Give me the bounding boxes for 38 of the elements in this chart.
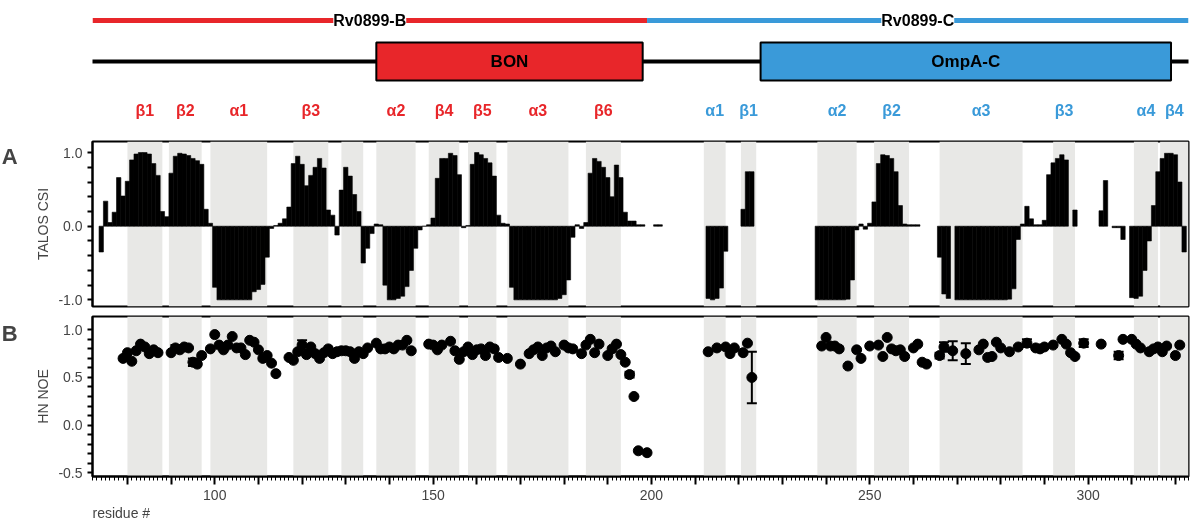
y-tick-label: -0.5	[58, 464, 83, 481]
band-label: α4	[1136, 102, 1156, 119]
band-label: β1	[739, 102, 759, 119]
y-tick-label: 1.0	[63, 321, 83, 338]
chart-title: A	[1, 143, 18, 169]
band-label: β6	[594, 102, 613, 119]
band-label: α2	[827, 102, 847, 119]
text: Rv0899-C	[881, 12, 955, 29]
chart-title: B	[1, 320, 18, 346]
x-tick-label: 250	[858, 486, 882, 503]
y-axis-title: HN NOE	[35, 369, 52, 424]
band-label: β2	[882, 102, 902, 119]
band-label: α2	[386, 102, 406, 119]
y-tick-label: 0.0	[63, 417, 83, 434]
y-tick-label: 0.5	[63, 369, 83, 386]
band-label: β1	[135, 102, 155, 119]
text: OmpA-C	[931, 52, 1001, 71]
y-tick-label: -1.0	[58, 291, 83, 308]
y-tick-label: 0.0	[63, 218, 83, 235]
band-label: α3	[528, 102, 548, 119]
text: Rv0899-B	[333, 12, 407, 29]
band-label: α1	[229, 102, 249, 119]
band-label: β3	[301, 102, 321, 119]
band-label: α1	[705, 102, 725, 119]
band-label: α3	[971, 102, 991, 119]
x-tick-label: 200	[639, 486, 664, 503]
band-label: β5	[472, 102, 492, 119]
band-label: β4	[434, 102, 454, 119]
text: BON	[490, 52, 529, 71]
band-label: β3	[1054, 102, 1074, 119]
x-tick-label: 100	[203, 486, 227, 503]
y-axis-title: TALOS CSI	[35, 187, 52, 261]
band-label: β2	[175, 102, 195, 119]
x-axis-title: residue #	[92, 504, 151, 520]
x-tick-label: 300	[1076, 486, 1100, 503]
y-tick-label: 1.0	[63, 144, 83, 161]
x-tick-label: 150	[421, 486, 445, 503]
band-label: β4	[1164, 102, 1184, 119]
